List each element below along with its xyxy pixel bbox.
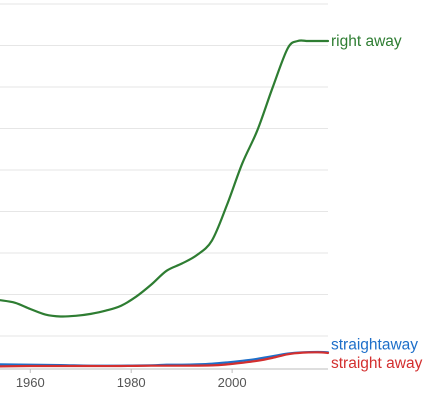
series-line-right-away [0,39,330,318]
series-line-straightaway [0,350,330,367]
series-labels: right away straightaway straight away [331,33,423,372]
series-label-straight-away: straight away [331,355,423,372]
x-axis: 1960 1980 2000 [0,368,328,390]
series-label-right-away: right away [331,33,402,50]
x-tick-label: 2000 [218,375,247,390]
series-label-straightaway: straightaway [331,336,418,353]
x-tick-label: 1960 [16,375,45,390]
chart-series [0,39,330,368]
x-tick-label: 1980 [117,375,146,390]
chart-grid [0,3,328,337]
series-line-straight-away [0,351,330,368]
